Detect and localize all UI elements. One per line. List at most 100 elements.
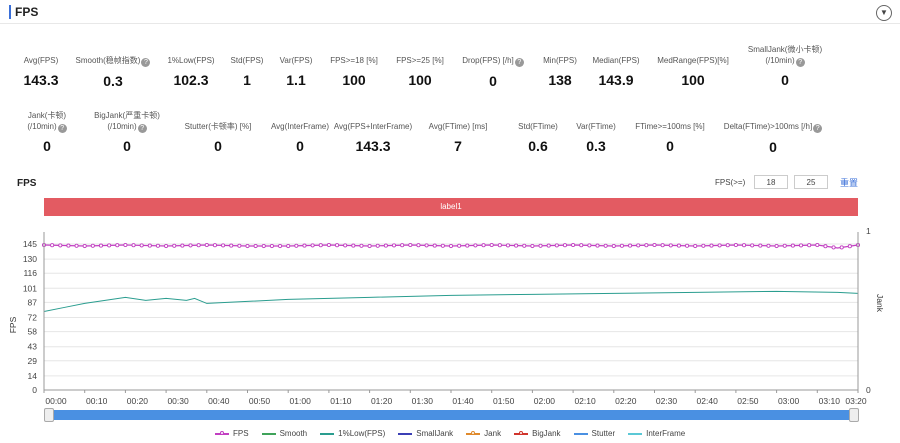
metric-label: Jank(卡顿): [27, 111, 67, 120]
y-tick-label: 101: [23, 283, 37, 293]
fps-point: [180, 243, 185, 248]
fps-point: [98, 243, 104, 248]
fps-point: [782, 243, 787, 248]
metric-smalljank: SmallJank(微小卡顿) (/10min)? 0: [730, 44, 840, 88]
metric-1-low-fps: 1%Low(FPS) 102.3: [136, 55, 246, 88]
metric-fps-25: FPS>=25 [%] 100: [365, 55, 475, 88]
fps-point: [155, 243, 161, 248]
metric-ftime-100ms: FTime>=100ms [%] 0: [615, 121, 725, 154]
threshold-input-1[interactable]: [754, 175, 788, 189]
fps-point: [432, 243, 437, 248]
metric-value: 0.3: [586, 138, 606, 154]
fps-point: [554, 243, 559, 248]
x-tick-label: 01:50: [493, 396, 515, 406]
fps-point: [465, 243, 470, 248]
x-tick-label: 00:10: [86, 396, 108, 406]
y-tick-label: 145: [23, 239, 37, 249]
fps-point: [343, 243, 348, 248]
fps-point: [807, 243, 812, 248]
metric-label: Var(FTime): [576, 122, 616, 131]
fps-chart[interactable]: 0 14 29 43 58 72 87 101 116 130 145 1 0 FPS Jank 00:00 0…: [0, 222, 900, 407]
metric-fps-18: FPS>=18 [%] 100: [299, 55, 409, 88]
legend-item-smooth[interactable]: Smooth: [261, 429, 307, 438]
metric-value: 7: [454, 138, 462, 154]
metric-value: 100: [681, 72, 705, 88]
x-tick-label: 02:20: [615, 396, 637, 406]
threshold-label: FPS(>=): [715, 178, 746, 187]
x-tick-label: 01:30: [412, 396, 434, 406]
fps-point: [147, 243, 152, 248]
legend-swatch: [628, 432, 643, 435]
fps-point: [164, 243, 169, 249]
fps-point: [261, 243, 266, 249]
y2-tick-label: 1: [866, 226, 871, 236]
legend-item-bigjank[interactable]: BigJank: [514, 429, 561, 438]
help-icon[interactable]: ?: [514, 58, 524, 67]
fps-point: [440, 243, 445, 248]
metric-value: 0: [43, 138, 51, 154]
fps-point: [221, 243, 226, 248]
metric-label: Min(FPS): [543, 56, 577, 65]
fps-point: [603, 243, 608, 248]
fps-point: [188, 243, 193, 248]
fps-point: [294, 243, 299, 248]
help-icon[interactable]: ?: [137, 124, 147, 133]
metric-value: 0: [489, 73, 497, 89]
fps-point: [367, 243, 372, 249]
x-tick-label: 00:00: [45, 396, 67, 406]
fps-point: [831, 245, 836, 250]
legend-item-stutter[interactable]: Stutter: [573, 429, 615, 438]
fps-point: [351, 243, 356, 248]
legend-item-jank[interactable]: Jank: [466, 429, 501, 438]
metric-medrange-fps: MedRange(FPS)[%] 100: [638, 55, 748, 88]
fps-point: [619, 243, 624, 248]
legend-item-smalljank[interactable]: SmallJank: [398, 429, 453, 438]
metric-value: 102.3: [173, 72, 209, 88]
legend-item-1-low-fps-[interactable]: 1%Low(FPS): [320, 429, 385, 438]
fps-point: [400, 243, 405, 248]
x-tick-label: 01:10: [330, 396, 352, 406]
accent-bar: [9, 5, 11, 19]
fps-point: [644, 243, 649, 248]
x-tick-label: 02:50: [737, 396, 759, 406]
label-bar[interactable]: label1: [44, 198, 858, 216]
fps-point: [278, 243, 283, 249]
help-icon[interactable]: ?: [795, 58, 805, 67]
fps-point: [326, 242, 331, 248]
metric-value: 143.3: [355, 138, 391, 154]
fps-point: [628, 243, 633, 248]
help-icon[interactable]: ?: [813, 124, 823, 133]
y-tick-label: 14: [28, 371, 38, 381]
legend-item-fps[interactable]: FPS: [215, 429, 249, 438]
legend-swatch: [215, 430, 229, 435]
chevron-down-icon[interactable]: ▼: [876, 5, 892, 21]
fps-point: [107, 243, 112, 248]
metric-label: MedRange(FPS)[%]: [657, 56, 729, 65]
metric-value: 1.1: [286, 72, 306, 88]
x-tick-label: 01:20: [371, 396, 393, 406]
scroll-handle-right[interactable]: [849, 408, 859, 422]
fps-point: [334, 243, 340, 248]
help-icon[interactable]: ?: [141, 58, 151, 67]
metric-value: 0: [123, 138, 131, 154]
x-tick-label: 03:00: [778, 396, 800, 406]
fps-point: [741, 243, 747, 248]
timeline-scrollbar[interactable]: [44, 410, 858, 420]
scroll-handle-left[interactable]: [44, 408, 54, 422]
legend-item-interframe[interactable]: InterFrame: [628, 429, 685, 438]
legend-swatch: [573, 432, 588, 435]
y-tick-label: 72: [28, 313, 38, 323]
help-icon[interactable]: ?: [57, 124, 67, 133]
y-axis-label: FPS: [8, 316, 18, 333]
fps-point: [391, 243, 397, 248]
threshold-input-2[interactable]: [794, 175, 828, 189]
fps-point: [571, 242, 576, 248]
fps-point: [839, 245, 844, 250]
reset-button[interactable]: 重置: [840, 178, 859, 188]
x-tick-label: 02:10: [574, 396, 596, 406]
metric-value: 143.9: [598, 72, 634, 88]
fps-point: [489, 242, 494, 248]
y-tick-label: 43: [28, 342, 38, 352]
metric-label: Std(FTime): [518, 122, 558, 131]
metric-bigjank: BigJank(严重卡顿) (/10min)? 0: [72, 110, 182, 154]
